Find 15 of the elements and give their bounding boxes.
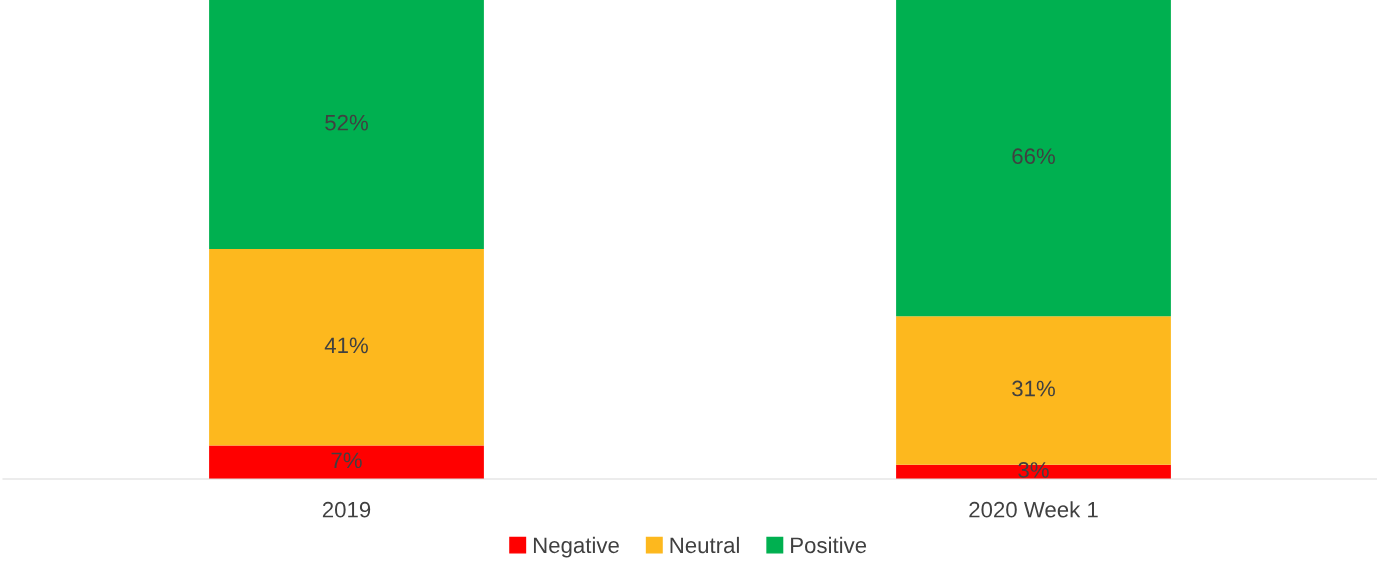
- data-label: 66%: [1012, 148, 1055, 165]
- data-label: 7%: [331, 452, 362, 469]
- bar: [209, 249, 484, 446]
- bar: [209, 445, 484, 479]
- data-label: 3%: [1018, 462, 1049, 478]
- bar: [209, 0, 484, 250]
- x-tick-label: 2019: [322, 501, 371, 518]
- data-label: 41%: [324, 337, 368, 354]
- data-label: 31%: [1012, 380, 1055, 397]
- legend-label: Neutral: [670, 536, 739, 554]
- bar: [896, 0, 1171, 317]
- data-label: 52%: [325, 114, 368, 131]
- x-tick-label: 2020 Week 1: [969, 501, 1098, 518]
- legend-label: Positive: [791, 536, 867, 554]
- legend-label: Negative: [533, 536, 619, 558]
